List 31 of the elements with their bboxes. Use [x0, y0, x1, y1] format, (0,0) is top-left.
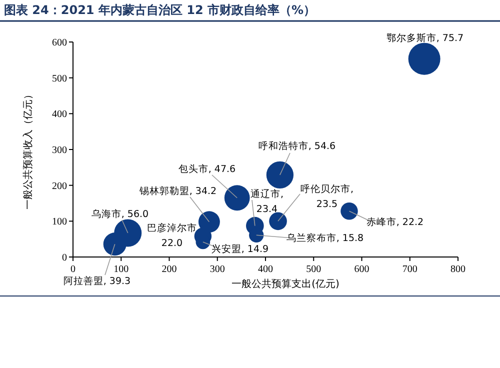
y-tick-label: 200 [52, 180, 67, 192]
annotation: 包头市, 47.6 [178, 163, 236, 175]
annotation: 兴安盟, 14.9 [211, 243, 269, 255]
annotation: 赤峰市, 22.2 [366, 216, 424, 228]
annotation: 呼伦贝尔市, 23.5 [300, 183, 354, 210]
x-tick-label: 800 [450, 264, 466, 275]
annotation: 鄂尔多斯市, 75.7 [386, 32, 464, 44]
annotation: 乌海市, 56.0 [91, 208, 149, 220]
y-tick-label: 400 [52, 109, 67, 120]
y-tick-label: 500 [52, 73, 67, 84]
annotation: 阿拉善盟, 39.3 [63, 275, 131, 287]
x-tick-label: 700 [402, 264, 418, 275]
x-tick-label: 600 [354, 264, 370, 275]
y-tick-label: 600 [52, 38, 67, 48]
x-tick-label: 400 [258, 264, 273, 275]
chart-title: 图表 24：2021 年内蒙古自治区 12 市财政自给率（%） [4, 3, 316, 17]
x-axis-title: 一般公共预算支出(亿元) [232, 278, 340, 290]
annotation: 乌兰察布市, 15.8 [286, 232, 364, 244]
y-tick-label: 0 [62, 252, 67, 264]
y-tick-label: 300 [52, 145, 67, 156]
annotation: 锡林郭勒盟, 34.2 [138, 185, 217, 197]
x-tick-label: 200 [162, 264, 177, 275]
annotation: 通辽市, 23.4 [250, 188, 284, 215]
annotation: 呼和浩特市, 54.6 [258, 140, 336, 152]
x-tick-label: 500 [306, 264, 322, 275]
x-tick-label: 300 [210, 264, 225, 275]
y-tick-label: 100 [52, 216, 67, 228]
annotation: 巴彦淖尔市 22.0 [147, 222, 197, 249]
y-axis-title: 一般公共预算收入（亿元） [22, 90, 34, 210]
x-tick-label: 100 [114, 264, 129, 275]
x-tick-label: 0 [70, 264, 76, 275]
